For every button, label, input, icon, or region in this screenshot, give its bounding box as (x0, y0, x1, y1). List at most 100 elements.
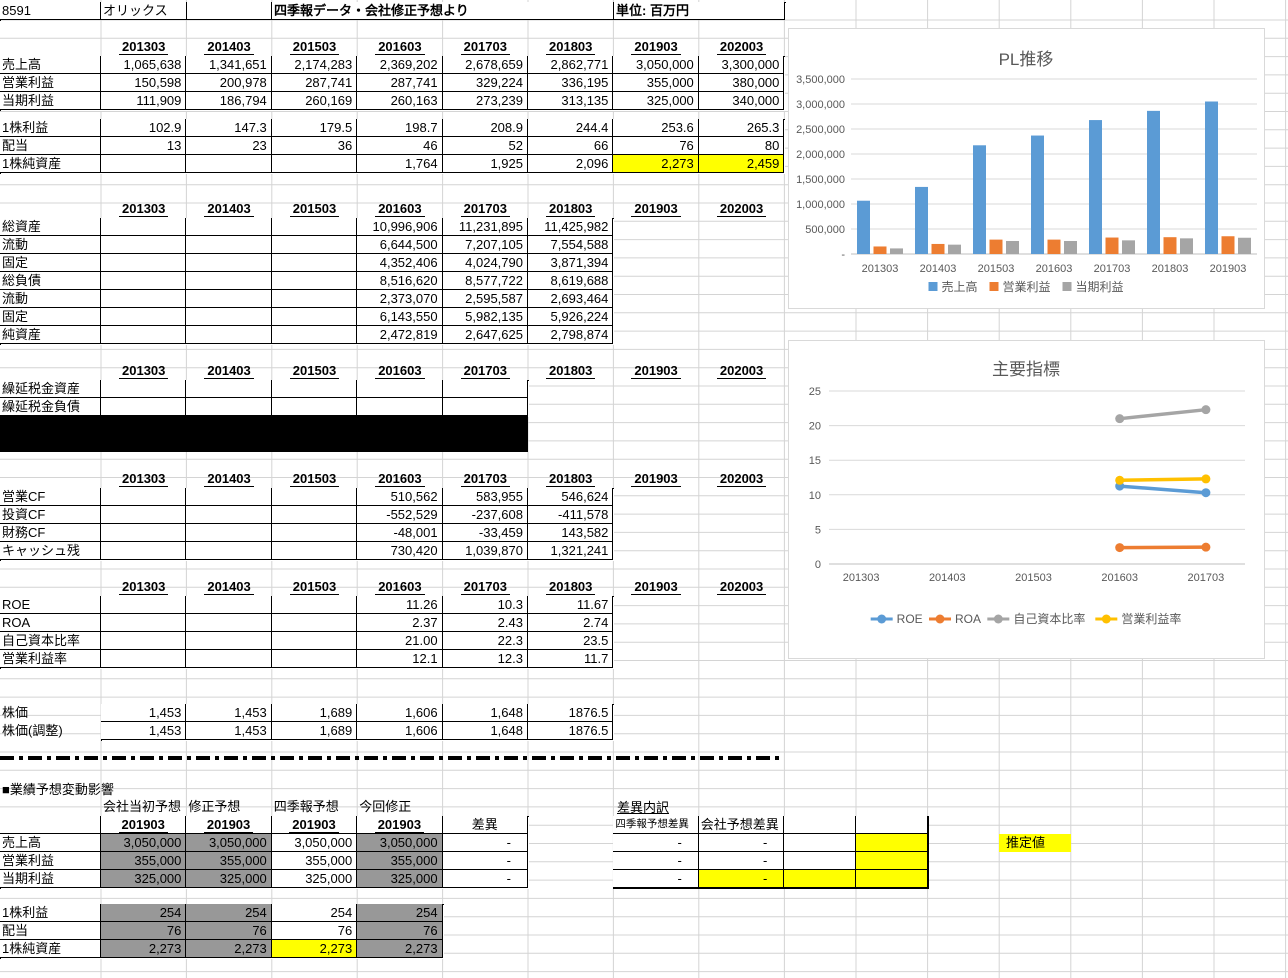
cell[interactable]: 1876.5 (528, 704, 614, 722)
year-header[interactable]: 201903 (613, 578, 698, 596)
cell[interactable]: 510,562 (357, 488, 443, 506)
cell[interactable]: 254 (357, 904, 443, 922)
cell[interactable] (613, 524, 698, 542)
diff-detail-cell[interactable]: - (613, 870, 699, 888)
stock-code-cell[interactable]: 8591 (0, 2, 101, 20)
year-header[interactable]: 201803 (528, 578, 613, 596)
cell[interactable] (271, 254, 358, 272)
year-header[interactable]: 201403 (186, 38, 271, 56)
cell[interactable]: 254 (101, 904, 187, 922)
cell[interactable]: 208.9 (442, 119, 528, 137)
year-header[interactable]: 201903 (613, 38, 698, 56)
cell[interactable]: 2.43 (442, 614, 528, 632)
cell[interactable] (0, 816, 101, 834)
cell[interactable] (186, 632, 272, 650)
cell[interactable]: 186,794 (186, 92, 272, 110)
cell[interactable] (186, 650, 272, 668)
cell[interactable]: 2,273 (357, 940, 443, 958)
cell[interactable]: 260,169 (271, 92, 358, 110)
cell[interactable] (101, 290, 187, 308)
diff-detail-cell[interactable]: - (613, 834, 699, 852)
year-header[interactable]: 201503 (272, 470, 357, 488)
cell[interactable]: 200,978 (186, 74, 272, 92)
cell[interactable] (699, 596, 785, 614)
cell[interactable] (186, 155, 272, 173)
year-header[interactable]: 201903 (613, 362, 698, 380)
cell[interactable]: 355,000 (186, 852, 272, 870)
cell[interactable]: 8,577,722 (442, 272, 528, 290)
row-label[interactable]: 当期利益 (0, 92, 101, 110)
year-header[interactable]: 201303 (101, 38, 186, 56)
forecast-group-header[interactable]: 修正予想 (188, 799, 241, 814)
cell[interactable]: 1,764 (357, 155, 443, 173)
cell[interactable] (101, 524, 187, 542)
cell[interactable]: 12.3 (442, 650, 528, 668)
cell[interactable]: 2,472,819 (357, 326, 443, 344)
cell[interactable]: 355,000 (357, 852, 443, 870)
row-label[interactable]: 固定 (0, 254, 101, 272)
cell[interactable]: 3,050,000 (186, 834, 272, 852)
year-header[interactable]: 201903 (357, 816, 443, 834)
cell[interactable]: 583,955 (442, 488, 528, 506)
cell[interactable]: 325,000 (186, 870, 272, 888)
cell[interactable]: 1,606 (357, 722, 443, 740)
row-label[interactable]: 繰延税金負債 (0, 398, 101, 416)
cell[interactable] (357, 398, 443, 416)
cell[interactable] (271, 506, 358, 524)
cell[interactable]: 1,065,638 (101, 56, 187, 74)
year-header[interactable]: 201603 (357, 38, 442, 56)
cell[interactable]: 1,648 (442, 704, 528, 722)
cell[interactable] (613, 614, 698, 632)
year-header[interactable]: 201903 (613, 470, 698, 488)
cell[interactable]: 1,689 (271, 722, 358, 740)
year-header[interactable]: 201903 (186, 816, 272, 834)
cell[interactable]: 3,050,000 (271, 834, 358, 852)
cell[interactable] (271, 488, 358, 506)
cell[interactable] (101, 542, 187, 560)
cell[interactable] (271, 380, 358, 398)
cell[interactable]: 1,321,241 (528, 542, 614, 560)
cell[interactable]: 2,273 (186, 940, 272, 958)
cell[interactable]: 273,239 (442, 92, 528, 110)
year-header[interactable]: 201903 (101, 816, 187, 834)
cell[interactable]: 76 (357, 922, 443, 940)
cell[interactable]: 2,273 (613, 155, 699, 173)
cell[interactable] (101, 155, 187, 173)
cell[interactable] (613, 218, 698, 236)
cell[interactable] (101, 398, 187, 416)
cell[interactable] (613, 542, 698, 560)
year-header[interactable]: 201803 (528, 470, 613, 488)
row-label[interactable]: 固定 (0, 308, 101, 326)
row-label[interactable]: キャッシュ残 (0, 542, 101, 560)
cell[interactable]: 2,459 (698, 155, 785, 173)
cell[interactable]: 325,000 (357, 870, 443, 888)
cell[interactable] (186, 488, 272, 506)
cell[interactable]: 1,689 (271, 704, 358, 722)
cell[interactable]: 6,143,550 (357, 308, 443, 326)
cell[interactable] (271, 155, 358, 173)
cell[interactable] (101, 272, 187, 290)
cell[interactable] (699, 254, 785, 272)
cell[interactable] (186, 506, 272, 524)
cell[interactable] (613, 506, 698, 524)
cell[interactable] (699, 488, 785, 506)
year-header[interactable]: 202003 (699, 200, 785, 218)
cell[interactable]: 2,174,283 (271, 56, 358, 74)
cell[interactable]: 355,000 (101, 852, 187, 870)
cell[interactable] (442, 398, 528, 416)
cell[interactable]: 10.3 (442, 596, 528, 614)
forecast-group-header[interactable]: 今回修正 (359, 799, 412, 814)
cell[interactable]: 2,595,587 (442, 290, 528, 308)
row-label[interactable]: 株価 (2, 705, 29, 720)
cell[interactable] (101, 254, 187, 272)
cell[interactable]: 5,926,224 (528, 308, 614, 326)
row-label[interactable]: 配当 (0, 922, 101, 940)
cell[interactable]: 260,163 (357, 92, 443, 110)
cell[interactable]: 2,798,874 (528, 326, 614, 344)
cell[interactable]: -48,001 (357, 524, 443, 542)
cell[interactable] (613, 308, 698, 326)
cell[interactable]: 143,582 (528, 524, 614, 542)
cell[interactable] (613, 596, 698, 614)
cell[interactable] (613, 650, 698, 668)
cell[interactable]: 76 (101, 922, 187, 940)
